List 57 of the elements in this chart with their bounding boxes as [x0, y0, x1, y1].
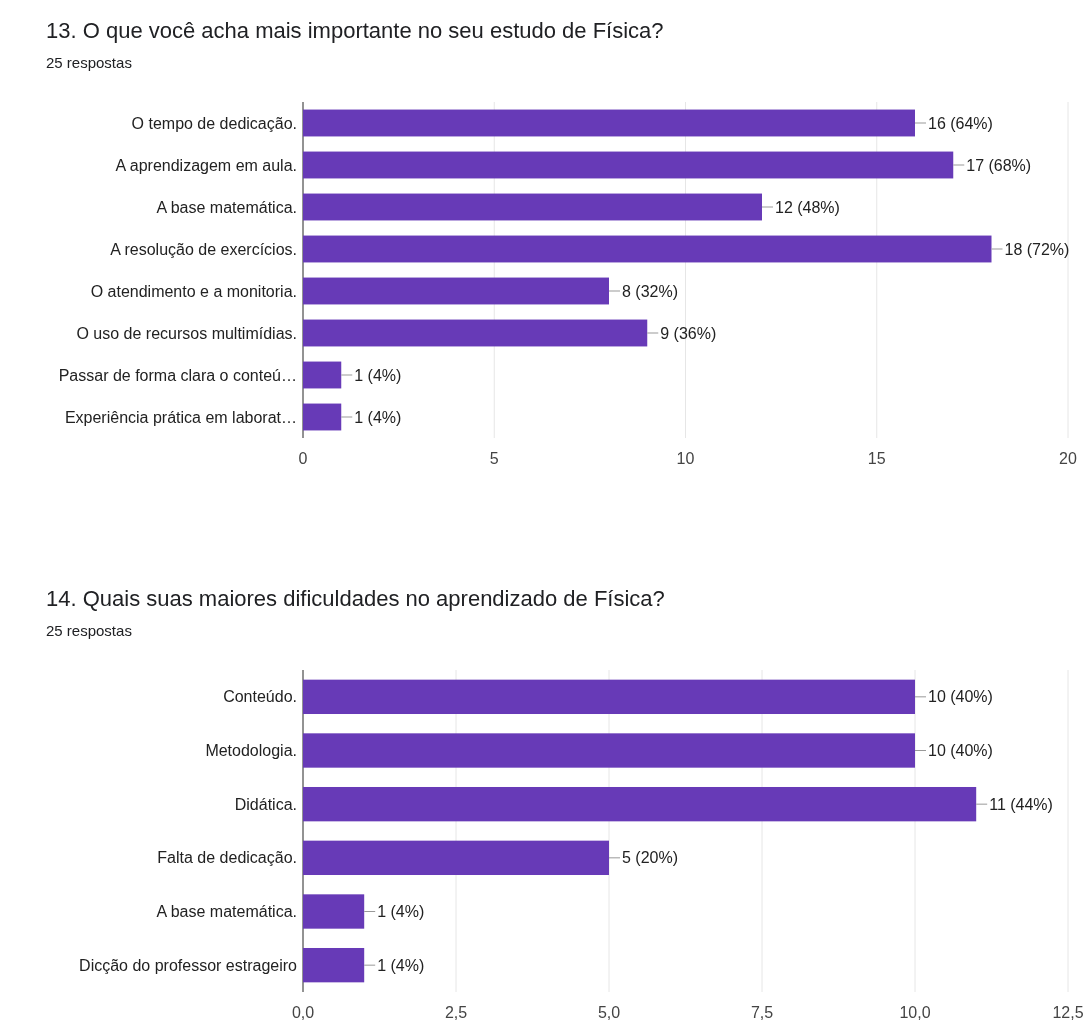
x-tick-label: 10 — [676, 450, 695, 467]
chart-title: 14. Quais suas maiores dificuldades no aprendizado de Física? — [46, 586, 665, 611]
y-tick-label: Metodologia. — [205, 742, 297, 760]
bar — [303, 361, 342, 389]
x-tick-label: 2,5 — [444, 1004, 468, 1021]
bar — [303, 403, 342, 431]
bar — [303, 277, 609, 305]
y-tick-label: A base matemática. — [156, 198, 297, 216]
bar — [303, 786, 977, 822]
data-label: 17 (68%) — [966, 156, 1032, 174]
data-label: 16 (64%) — [928, 114, 993, 132]
y-tick-label: Falta de dedicação. — [157, 849, 297, 867]
x-tick-label: 5,0 — [597, 1004, 621, 1021]
data-label: 10 (40%) — [928, 742, 993, 760]
y-tick-label: A aprendizagem em aula. — [115, 156, 297, 174]
y-tick-label: A resolução de exercícios. — [110, 240, 297, 258]
x-tick-label: 0,0 — [291, 1004, 315, 1021]
bar — [303, 235, 992, 263]
bar — [303, 679, 915, 715]
bar — [303, 193, 762, 221]
x-tick-label: 10,0 — [899, 1004, 931, 1021]
data-label: 1 (4%) — [377, 903, 425, 921]
text: 25 respostas — [46, 622, 132, 639]
y-tick-label: Dicção do professor estrageiro — [79, 956, 298, 974]
data-label: 1 (4%) — [377, 956, 425, 974]
x-tick-label: 7,5 — [750, 1004, 774, 1021]
x-tick-label: 0 — [298, 450, 308, 467]
x-tick-label: 20 — [1059, 450, 1077, 467]
data-label: 1 (4%) — [354, 408, 402, 426]
chart-title: 13. O que você acha mais importante no seu estudo de Física? — [46, 18, 664, 43]
data-label: 12 (48%) — [775, 198, 840, 216]
data-label: 5 (20%) — [622, 849, 679, 867]
y-tick-label: O uso de recursos multimídias. — [76, 324, 297, 342]
bar — [303, 947, 365, 983]
bar — [303, 109, 915, 137]
text: 25 respostas — [46, 54, 132, 71]
bar — [303, 319, 648, 347]
data-label: 9 (36%) — [660, 324, 717, 342]
data-label: 11 (44%) — [989, 795, 1053, 813]
y-tick-label: O tempo de dedicação. — [131, 114, 297, 132]
y-tick-label: Experiência prática em laborat… — [64, 408, 297, 426]
x-tick-label: 12,5 — [1052, 1004, 1084, 1021]
bar — [303, 733, 915, 768]
data-label: 1 (4%) — [354, 366, 402, 384]
data-label: 18 (72%) — [1004, 240, 1070, 258]
bar — [303, 840, 609, 876]
bar — [303, 894, 365, 929]
y-tick-label: Conteúdo. — [223, 688, 297, 706]
x-tick-label: 15 — [867, 450, 886, 467]
data-label: 8 (32%) — [622, 282, 679, 300]
y-tick-label: A base matemática. — [156, 903, 297, 921]
x-tick-label: 5 — [489, 450, 499, 467]
y-tick-label: Didática. — [234, 795, 297, 813]
y-tick-label: O atendimento e a monitoria. — [90, 282, 297, 300]
bar — [303, 151, 954, 179]
data-label: 10 (40%) — [928, 688, 993, 706]
y-tick-label: Passar de forma clara o conteú… — [58, 366, 297, 384]
